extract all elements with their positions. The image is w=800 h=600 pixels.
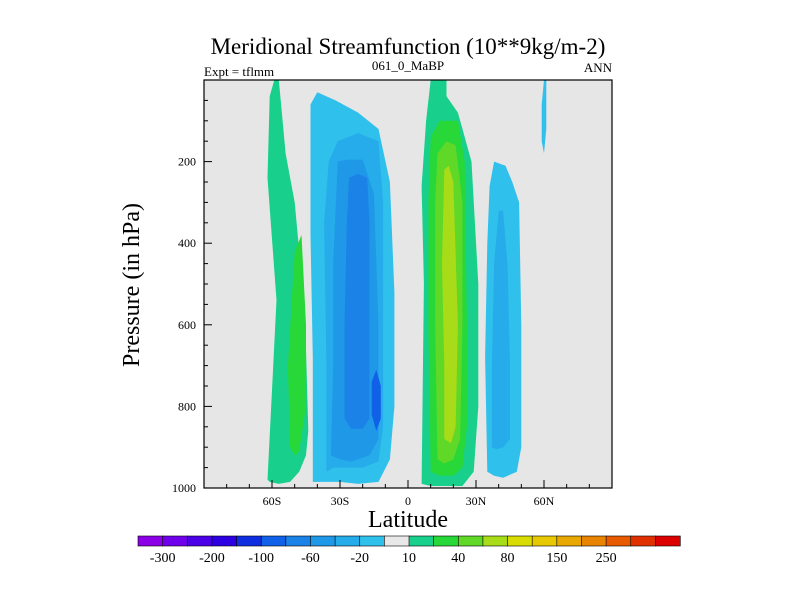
y-tick-label-0: 200 — [178, 155, 196, 169]
colorbar-box-11 — [408, 535, 435, 547]
colorbar-box-0 — [137, 535, 164, 547]
colorbar-label-9: 250 — [596, 551, 617, 566]
x-axis: 60S 30S 0 30N 60N — [226, 480, 590, 508]
colorbar-box-2 — [186, 535, 213, 547]
colorbar-label-8: 150 — [546, 551, 567, 566]
x-tick-label-4: 60N — [534, 494, 555, 508]
y-tick-label-3: 800 — [178, 399, 196, 413]
colorbar-label-6: 40 — [451, 551, 465, 566]
colorbar-box-21 — [655, 535, 681, 547]
colorbar-box-6 — [285, 535, 312, 547]
contour-region-10 — [442, 165, 458, 444]
colorbar-label-5: 10 — [402, 551, 416, 566]
y-axis-label: Pressure (in hPa) — [119, 203, 145, 367]
x-tick-label-0: 60S — [263, 494, 282, 508]
colorbar-box-9 — [359, 535, 385, 547]
right-label: ANN — [584, 60, 613, 75]
colorbar-box-5 — [260, 535, 287, 547]
colorbar-box-13 — [457, 535, 484, 547]
left-label: Expt = tflmm — [204, 64, 274, 79]
contour-region-12 — [491, 210, 510, 450]
contour-regions — [267, 80, 547, 486]
colorbar-box-14 — [482, 535, 509, 547]
colorbar-label-7: 80 — [501, 551, 515, 566]
colorbar-box-3 — [211, 535, 238, 547]
colorbar-label-1: -200 — [199, 551, 225, 566]
x-tick-label-2: 0 — [405, 494, 411, 508]
colorbar-box-8 — [334, 535, 361, 547]
y-tick-label-4: 1000 — [172, 481, 196, 495]
colorbar-label-4: -20 — [350, 551, 369, 566]
x-tick-label-1: 30S — [331, 494, 350, 508]
colorbar-label-0: -300 — [150, 551, 176, 566]
y-tick-label-2: 600 — [178, 318, 196, 332]
colorbar-box-19 — [605, 535, 632, 547]
contour-region-1 — [287, 235, 306, 456]
colorbar-box-4 — [236, 535, 262, 547]
colorbar-box-20 — [630, 535, 656, 547]
colorbar-box-1 — [162, 535, 188, 547]
colorbar-box-17 — [556, 535, 583, 547]
colorbar-label-3: -60 — [301, 551, 320, 566]
center-label: 061_0_MaBP — [372, 58, 444, 73]
colorbar-box-7 — [310, 535, 336, 547]
contour-region-6 — [371, 369, 381, 431]
colorbar-label-2: -100 — [248, 551, 274, 566]
plot-background — [204, 80, 612, 488]
colorbar: -300 -200 -100 -60 -20 10 40 80 150 250 — [137, 535, 681, 566]
colorbar-box-15 — [507, 535, 533, 547]
colorbar-box-18 — [581, 535, 607, 547]
x-tick-label-3: 30N — [466, 494, 487, 508]
chart-title: Meridional Streamfunction (10**9kg/m-2) — [211, 34, 606, 59]
x-axis-label: Latitude — [368, 507, 448, 533]
colorbar-box-16 — [531, 535, 558, 547]
y-tick-label-1: 400 — [178, 236, 196, 250]
contour-region-5 — [344, 173, 370, 429]
colorbar-box-12 — [433, 535, 459, 547]
colorbar-box-10 — [384, 535, 410, 547]
contour-region-13 — [541, 80, 547, 154]
y-axis: 200 400 600 800 1000 — [172, 99, 212, 495]
